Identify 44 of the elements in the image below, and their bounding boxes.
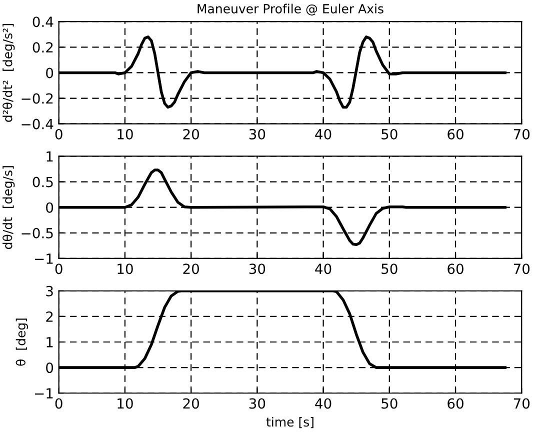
x-tick-label: 70 <box>514 128 530 140</box>
x-tick-label: 0 <box>55 398 62 409</box>
x-tick-label: 40 <box>315 264 332 274</box>
x-tick-label: 20 <box>183 398 199 409</box>
x-tick-label: 70 <box>514 398 530 409</box>
x-tick-label: 60 <box>448 398 464 409</box>
y-tick-label: −1 <box>34 388 53 398</box>
x-tick-label: 50 <box>382 398 398 409</box>
y-tick-label: 0.5 <box>32 176 53 188</box>
y-tick-label: 0.4 <box>32 16 54 28</box>
y-axis-title: θ [deg] <box>16 318 28 366</box>
y-tick-label: −1 <box>34 254 53 264</box>
y-tick-label: −0.4 <box>22 118 54 130</box>
x-tick-label: 40 <box>315 398 332 409</box>
x-tick-label: 60 <box>448 264 464 274</box>
y-tick-label: 1 <box>46 151 53 162</box>
chart-title: Maneuver Profile @ Euler Axis <box>198 4 384 16</box>
x-tick-label: 10 <box>118 398 133 409</box>
x-tick-label: 20 <box>183 264 199 274</box>
y-tick-label: −0.5 <box>22 228 53 238</box>
y-tick-label: 0 <box>46 202 54 213</box>
y-tick-label: −0.2 <box>22 93 53 104</box>
y-tick-label: 0 <box>46 68 54 78</box>
x-tick-label: 20 <box>183 128 199 140</box>
x-tick-label: 30 <box>249 398 266 409</box>
y-tick-label: 0.2 <box>32 42 53 53</box>
y-tick-label: 3 <box>46 286 53 296</box>
y-tick-label: 1 <box>46 337 53 348</box>
x-tick-label: 70 <box>514 264 530 274</box>
x-tick-label: 40 <box>315 128 332 140</box>
x-tick-label: 30 <box>249 264 266 274</box>
x-tick-label: 50 <box>382 128 398 140</box>
x-tick-label: 10 <box>118 264 133 274</box>
y-axis-title: d²θ/dt² [deg/s²] <box>2 24 15 122</box>
y-tick-label: 2 <box>46 311 53 322</box>
x-tick-label: 0 <box>55 128 62 140</box>
x-axis-title: time [s] <box>266 416 314 428</box>
x-tick-label: 0 <box>55 264 62 274</box>
x-tick-label: 30 <box>249 128 266 140</box>
x-tick-label: 50 <box>382 264 398 274</box>
y-axis-title: dθ/dt [deg/s] <box>2 166 15 249</box>
x-tick-label: 60 <box>448 128 464 140</box>
x-tick-label: 10 <box>118 128 133 140</box>
y-tick-label: 0 <box>46 362 54 374</box>
